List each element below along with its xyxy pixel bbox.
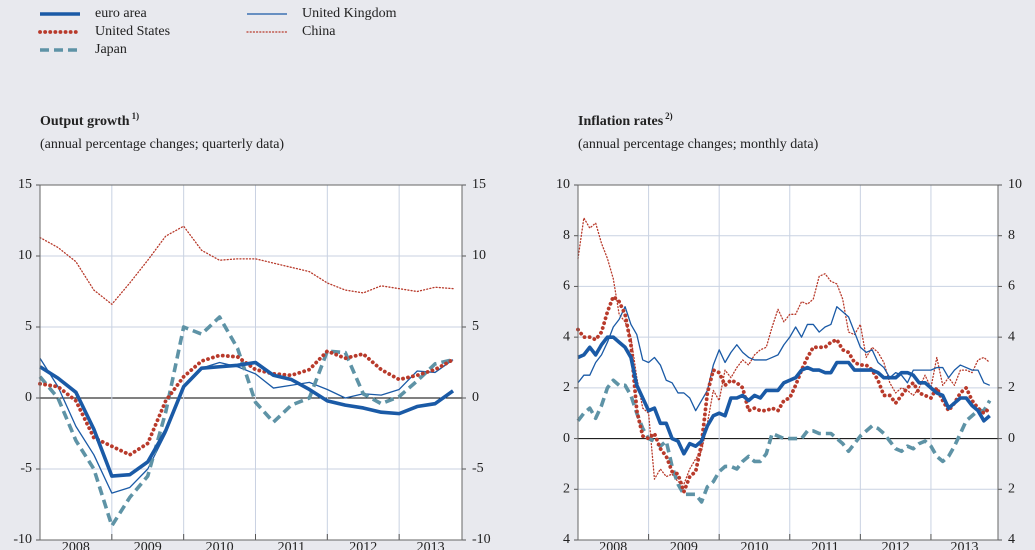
y-tick-label: 5 [25, 319, 32, 334]
panel-title: Output growth 1) [40, 111, 139, 129]
y2-tick-label: 4 [1008, 532, 1015, 547]
y-tick-label: 10 [18, 248, 32, 263]
panel-subtitle: (annual percentage changes; quarterly da… [40, 137, 284, 152]
y2-tick-label: 15 [472, 177, 486, 192]
plot-frame [39, 184, 463, 541]
x-tick-label: 2012 [882, 540, 910, 550]
y2-tick-label: -10 [472, 532, 491, 547]
y-tick-label: 15 [18, 177, 32, 192]
panel-title-note: 2) [665, 111, 673, 121]
x-tick-label: 2009 [134, 540, 162, 550]
x-tick-label: 2011 [811, 540, 838, 550]
legend-label: Japan [95, 42, 127, 57]
panel-subtitle: (annual percentage changes; monthly data… [578, 137, 819, 152]
x-tick-label: 2013 [417, 540, 445, 550]
y-tick-label: 0 [25, 390, 32, 405]
panel-title-note: 1) [132, 111, 140, 121]
series-line [38, 315, 454, 528]
panel-title-text: Inflation rates [578, 114, 664, 129]
plot-area [578, 185, 998, 540]
series-line [577, 306, 990, 412]
y-tick-label: 10 [556, 177, 570, 192]
series-line [576, 378, 992, 504]
series-line [576, 294, 992, 494]
y-tick-label: 8 [563, 228, 570, 243]
series-line [39, 360, 455, 478]
y2-tick-label: 0 [472, 390, 479, 405]
plot-frame [577, 184, 999, 541]
legend-label: United Kingdom [302, 6, 397, 21]
series-line [577, 335, 991, 456]
legend-label: United States [95, 24, 170, 39]
y-tick-label: -5 [20, 461, 32, 476]
panel-title-text: Output growth [40, 114, 130, 129]
y-tick-label: 4 [563, 532, 570, 547]
y-tick-label: 0 [563, 431, 570, 446]
x-tick-label: 2012 [349, 540, 377, 550]
legend-label: euro area [95, 6, 147, 21]
y-tick-label: 2 [563, 482, 570, 497]
x-tick-label: 2008 [62, 540, 90, 550]
y2-tick-label: 8 [1008, 228, 1015, 243]
x-tick-label: 2010 [206, 540, 234, 550]
y-tick-label: 4 [563, 329, 570, 344]
x-tick-label: 2010 [740, 540, 768, 550]
legend-label: China [302, 24, 336, 39]
y2-tick-label: 5 [472, 319, 479, 334]
panel-title: Inflation rates 2) [578, 111, 673, 129]
y2-tick-label: -5 [472, 461, 484, 476]
x-tick-label: 2013 [950, 540, 978, 550]
y-tick-label: 2 [563, 380, 570, 395]
y2-tick-label: 0 [1008, 431, 1015, 446]
y2-tick-label: 2 [1008, 482, 1015, 497]
y2-tick-label: 4 [1008, 329, 1015, 344]
x-tick-label: 2009 [670, 540, 698, 550]
y2-tick-label: 6 [1008, 279, 1015, 294]
x-tick-label: 2011 [278, 540, 305, 550]
y2-tick-label: 2 [1008, 380, 1015, 395]
y2-tick-label: 10 [472, 248, 486, 263]
y-tick-label: -10 [13, 532, 32, 547]
y2-tick-label: 10 [1008, 177, 1022, 192]
series-line [39, 357, 454, 494]
x-tick-label: 2008 [599, 540, 627, 550]
y-tick-label: 6 [563, 279, 570, 294]
series-line [39, 225, 454, 305]
